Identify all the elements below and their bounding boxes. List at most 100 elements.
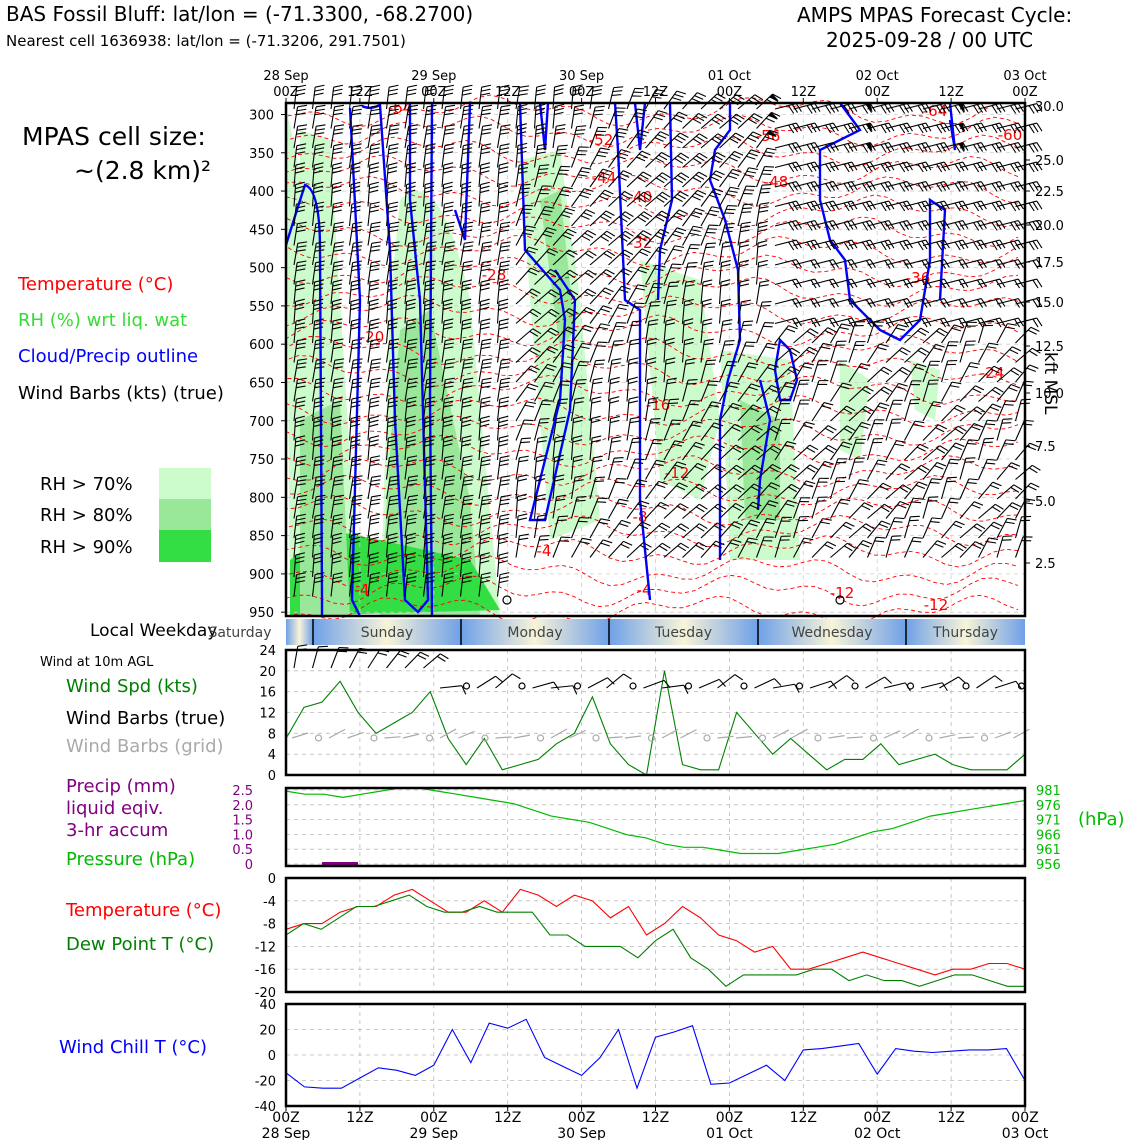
wind-barb-feather (537, 172, 548, 174)
wind-barb-feather (333, 459, 343, 463)
wind-barb-feather (351, 201, 362, 205)
wind-barb (478, 106, 484, 129)
wind-barb (811, 425, 829, 441)
wind-barb (829, 360, 838, 383)
wind-barb-feather (574, 401, 584, 404)
wind-barb-feather (746, 541, 756, 544)
wind-barb-feather (880, 183, 887, 192)
wind-barb-feather (710, 176, 720, 182)
wind-barb-feather (387, 419, 398, 424)
wind-barb-feather (427, 475, 437, 478)
wind-barb-feather (351, 92, 361, 96)
wind-barb-feather (604, 189, 614, 195)
wind-barb-feather (426, 104, 437, 108)
wind-barb-feather (425, 112, 436, 116)
wind-barb-feather (461, 423, 471, 428)
wind-barb-feather (880, 124, 887, 134)
wind-barb-feather (975, 385, 985, 391)
wind-barb-feather (878, 523, 889, 529)
wind-barb (496, 418, 500, 441)
wind-barb-feather (315, 260, 326, 264)
wind-barb-feather (991, 506, 1001, 513)
bottom-hour-label: 00Z (568, 1110, 595, 1126)
weekday-cell (461, 619, 609, 645)
wind-barb-feather (369, 209, 379, 213)
wind-barb-feather (578, 520, 588, 523)
wind-barb-feather (846, 405, 856, 412)
wind-barb-feather (715, 170, 725, 176)
wind-barb-feather (462, 459, 473, 463)
wind-barb-feather (862, 525, 872, 532)
wind-barb-feather (499, 459, 510, 463)
wind-barb-feather (370, 225, 381, 229)
wind-barb (496, 204, 501, 227)
wind-barb-feather (315, 377, 326, 381)
wind-barb-feather (462, 147, 473, 151)
calm-circle-grid (758, 734, 767, 742)
wind-barb-feather (389, 245, 400, 248)
wind-barb-feather (296, 385, 306, 389)
wind-barb (996, 384, 1012, 402)
wind-barb-feather (461, 302, 472, 307)
wind-barb-feather (554, 458, 564, 463)
wind-barb-feather (371, 338, 381, 342)
wind-barb-feather (406, 326, 416, 330)
wind-barb-feather (676, 485, 686, 491)
wind-barb-feather (426, 245, 437, 248)
wind-barb-feather (426, 84, 436, 88)
wind-barb-feather (916, 363, 927, 368)
wind-barb-feather (1026, 445, 1037, 451)
wind-barb-feather (600, 323, 611, 327)
wind-barb-feather (388, 342, 399, 346)
kft-tick-label: 30.0 (1035, 100, 1064, 115)
wind-barb-feather (425, 396, 436, 400)
wind-barb-feather (660, 228, 670, 234)
wind-barb-feather (351, 366, 362, 369)
wind-barb-feather (370, 362, 381, 365)
wind-barb-feather (674, 196, 683, 203)
wind-barb-feather (388, 459, 399, 463)
wind-barb-feather (711, 138, 721, 145)
wind-barb-flag (766, 130, 777, 136)
wind-barb-feather (862, 241, 869, 251)
wind-barb-feather (735, 464, 745, 471)
pressure-tick-label: 900 (249, 568, 274, 583)
wind-barb-feather (702, 318, 713, 322)
wind-barb-feather (369, 415, 379, 420)
dewpoint-line (285, 894, 1025, 987)
wind-barb-feather (680, 172, 690, 179)
wind-barb-feather (517, 146, 527, 151)
wind-barb-feather (843, 408, 853, 414)
wind-barb-feather (759, 191, 770, 194)
wind-barb-feather (624, 190, 634, 197)
wind-barb-feather (481, 459, 491, 463)
wind-barb-feather (967, 481, 977, 484)
wind-barb-feather (539, 538, 549, 541)
wind-barb-feather (481, 249, 491, 252)
wind-barb-feather (576, 499, 586, 502)
wind-barb-feather (333, 342, 343, 346)
wind-barb-feather (499, 517, 510, 521)
wind-barb-feather (934, 465, 944, 470)
wind-barb-feather (646, 361, 657, 365)
wind-barb-feather (916, 446, 926, 452)
wind-barb-feather (762, 301, 772, 303)
wind-barb-feather (425, 151, 435, 155)
wind-barb-feather (481, 108, 492, 112)
isotherm (285, 216, 1019, 247)
wind-barb-feather (405, 423, 416, 428)
wind-barb-feather (973, 501, 984, 506)
wind-barb-feather (713, 525, 723, 531)
wind-barb-feather (351, 346, 361, 350)
wind-barb-feather (388, 264, 399, 268)
precip-tick-label: 0.5 (232, 843, 253, 858)
wind-barb-feather (972, 388, 982, 394)
wind-barb-feather (941, 682, 948, 692)
wind-barb (348, 204, 353, 227)
wind-barb-feather (499, 268, 509, 272)
wind-barb-feather (388, 400, 398, 404)
wind-barb-feather (314, 249, 325, 252)
wind-barb-feather (480, 415, 490, 420)
wind-barb-feather (481, 385, 491, 389)
wind-barb-feather (445, 104, 456, 108)
